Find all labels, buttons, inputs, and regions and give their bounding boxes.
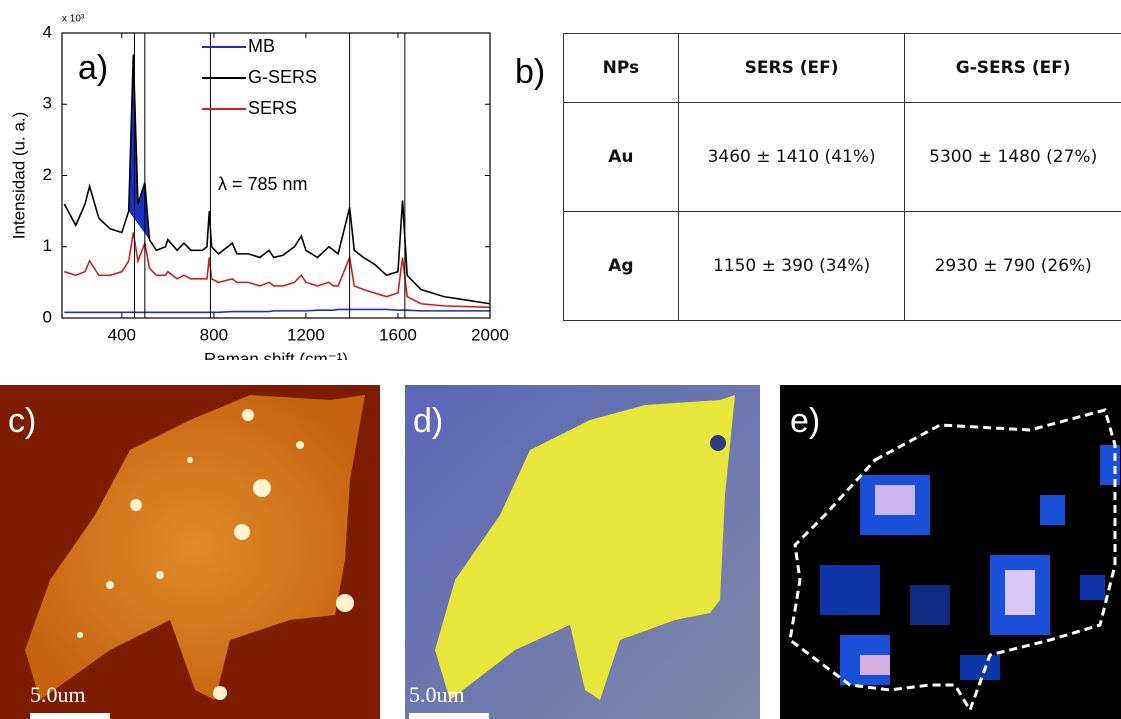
defect [710,435,726,451]
scale-label: 5.0um [409,682,465,707]
header-cell: G-SERS (EF) [905,34,1121,103]
series-line [64,309,490,312]
raman-chart: 0 1 2 3 4 400 800 1200 1600 2000 Raman shift (cm⁻¹… [0,0,520,360]
legend-label: SERS [248,98,297,118]
raman-map: e) [780,385,1121,719]
phase-image: d) 5.0um [405,385,760,719]
page: {"chart_data": {"type": "line", "panel_l… [0,0,1121,719]
panel-label: a) [78,49,108,87]
y-tick-label: 3 [43,94,52,113]
background [780,385,1121,719]
afm-svg: c) 5.0um [0,385,380,719]
x-tick-label: 1200 [287,325,325,344]
panel-label: e) [790,402,820,440]
legend-label: G-SERS [248,67,317,87]
cell: 3460 ± 1410 (41%) [678,103,905,212]
header-row: NPs SERS (EF) G-SERS (EF) [564,34,1121,103]
y-axis-label: Intensidad (u. a.) [9,112,28,240]
panel-label: c) [8,402,36,440]
y-tick-label: 1 [43,236,52,255]
ef-table: NPs SERS (EF) G-SERS (EF) Au 3460 ± 1410… [563,33,1121,321]
header-cell: NPs [564,34,679,103]
cell: 2930 ± 790 (26%) [905,212,1121,321]
header-cell: SERS (EF) [678,34,905,103]
scale-label: 5.0um [30,682,86,707]
phase-svg: d) 5.0um [405,385,760,719]
panel-label: b) [515,53,545,92]
annotation: λ = 785 nm [218,174,308,194]
cell: 5300 ± 1480 (27%) [905,103,1121,212]
table-panel: b) NPs SERS (EF) G-SERS (EF) Au 3460 ± 1… [515,33,1121,318]
row: Au 3460 ± 1410 (41%) 5300 ± 1480 (27%) [564,103,1121,212]
multiplier: x 10³ [62,14,85,25]
map-svg: e) [780,385,1121,719]
series-line [64,233,490,308]
x-tick-label: 1600 [379,325,417,344]
afm-image: c) 5.0um [0,385,380,719]
row: Ag 1150 ± 390 (34%) 2930 ± 790 (26%) [564,212,1121,321]
y-tick-label: 2 [43,165,52,184]
cell: Au [564,103,679,212]
x-tick-label: 2000 [471,325,509,344]
cell: Ag [564,212,679,321]
legend-label: MB [248,36,275,56]
scale-bar [30,713,110,719]
x-tick-label: 400 [108,325,136,344]
x-tick-label: 800 [200,325,228,344]
y-tick-label: 4 [43,22,52,41]
y-tick-label: 0 [43,307,52,326]
x-axis-label: Raman shift (cm⁻¹) [204,349,348,360]
scale-bar [409,713,489,719]
cell: 1150 ± 390 (34%) [678,212,905,321]
panel-label: d) [413,402,443,440]
